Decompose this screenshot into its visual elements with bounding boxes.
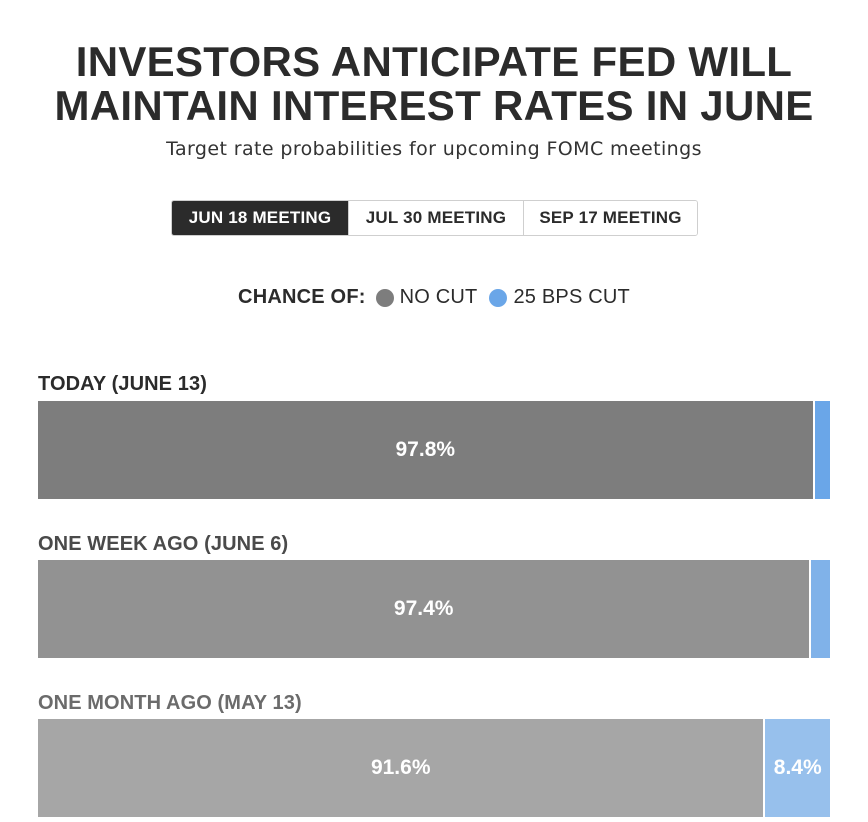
row-label-today: TODAY (JUNE 13) [38,373,207,395]
legend-item-25-bps-cut: 25 BPS CUT [489,286,630,309]
bar-one-month-ago: 91.6% 8.4% [38,719,830,817]
row-label-one-week-ago: ONE WEEK AGO (JUNE 6) [38,533,289,555]
tab-sep-17-meeting[interactable]: SEP 17 MEETING [523,201,697,235]
bar-segment-no-cut-one-month-ago: 91.6% [38,719,764,817]
bar-today: 97.8% [38,401,830,499]
bar-one-week-ago: 97.4% [38,560,830,658]
legend-item-no-cut: NO CUT [375,286,478,309]
chart-title: INVESTORS ANTICIPATE FED WILL MAINTAIN I… [0,40,868,128]
legend-label-no-cut: NO CUT [399,286,478,308]
bar-segment-no-cut-one-week-ago: 97.4% [38,560,810,658]
legend-swatch-no-cut [375,288,394,307]
row-label-one-month-ago: ONE MONTH AGO (MAY 13) [38,692,302,714]
legend-swatch-25-bps-cut [489,288,508,307]
tab-jun-18-meeting[interactable]: JUN 18 MEETING [172,201,348,235]
meeting-tabs: JUN 18 MEETING JUL 30 MEETING SEP 17 MEE… [171,200,698,236]
bar-segment-25-bps-cut-one-week-ago [809,560,830,658]
bar-segment-25-bps-cut-today [812,401,830,499]
chart-subtitle: Target rate probabilities for upcoming F… [166,138,702,160]
title-line-1: INVESTORS ANTICIPATE FED WILL [75,38,793,85]
tab-jul-30-meeting[interactable]: JUL 30 MEETING [348,201,523,235]
bar-segment-25-bps-cut-one-month-ago: 8.4% [763,719,830,817]
legend: CHANCE OF: NO CUT 25 BPS CUT [0,286,868,309]
legend-label-25-bps-cut: 25 BPS CUT [513,286,630,308]
title-line-2: MAINTAIN INTEREST RATES IN JUNE [54,82,814,129]
bar-segment-no-cut-today: 97.8% [38,401,813,499]
legend-title: CHANCE OF: [238,286,366,308]
